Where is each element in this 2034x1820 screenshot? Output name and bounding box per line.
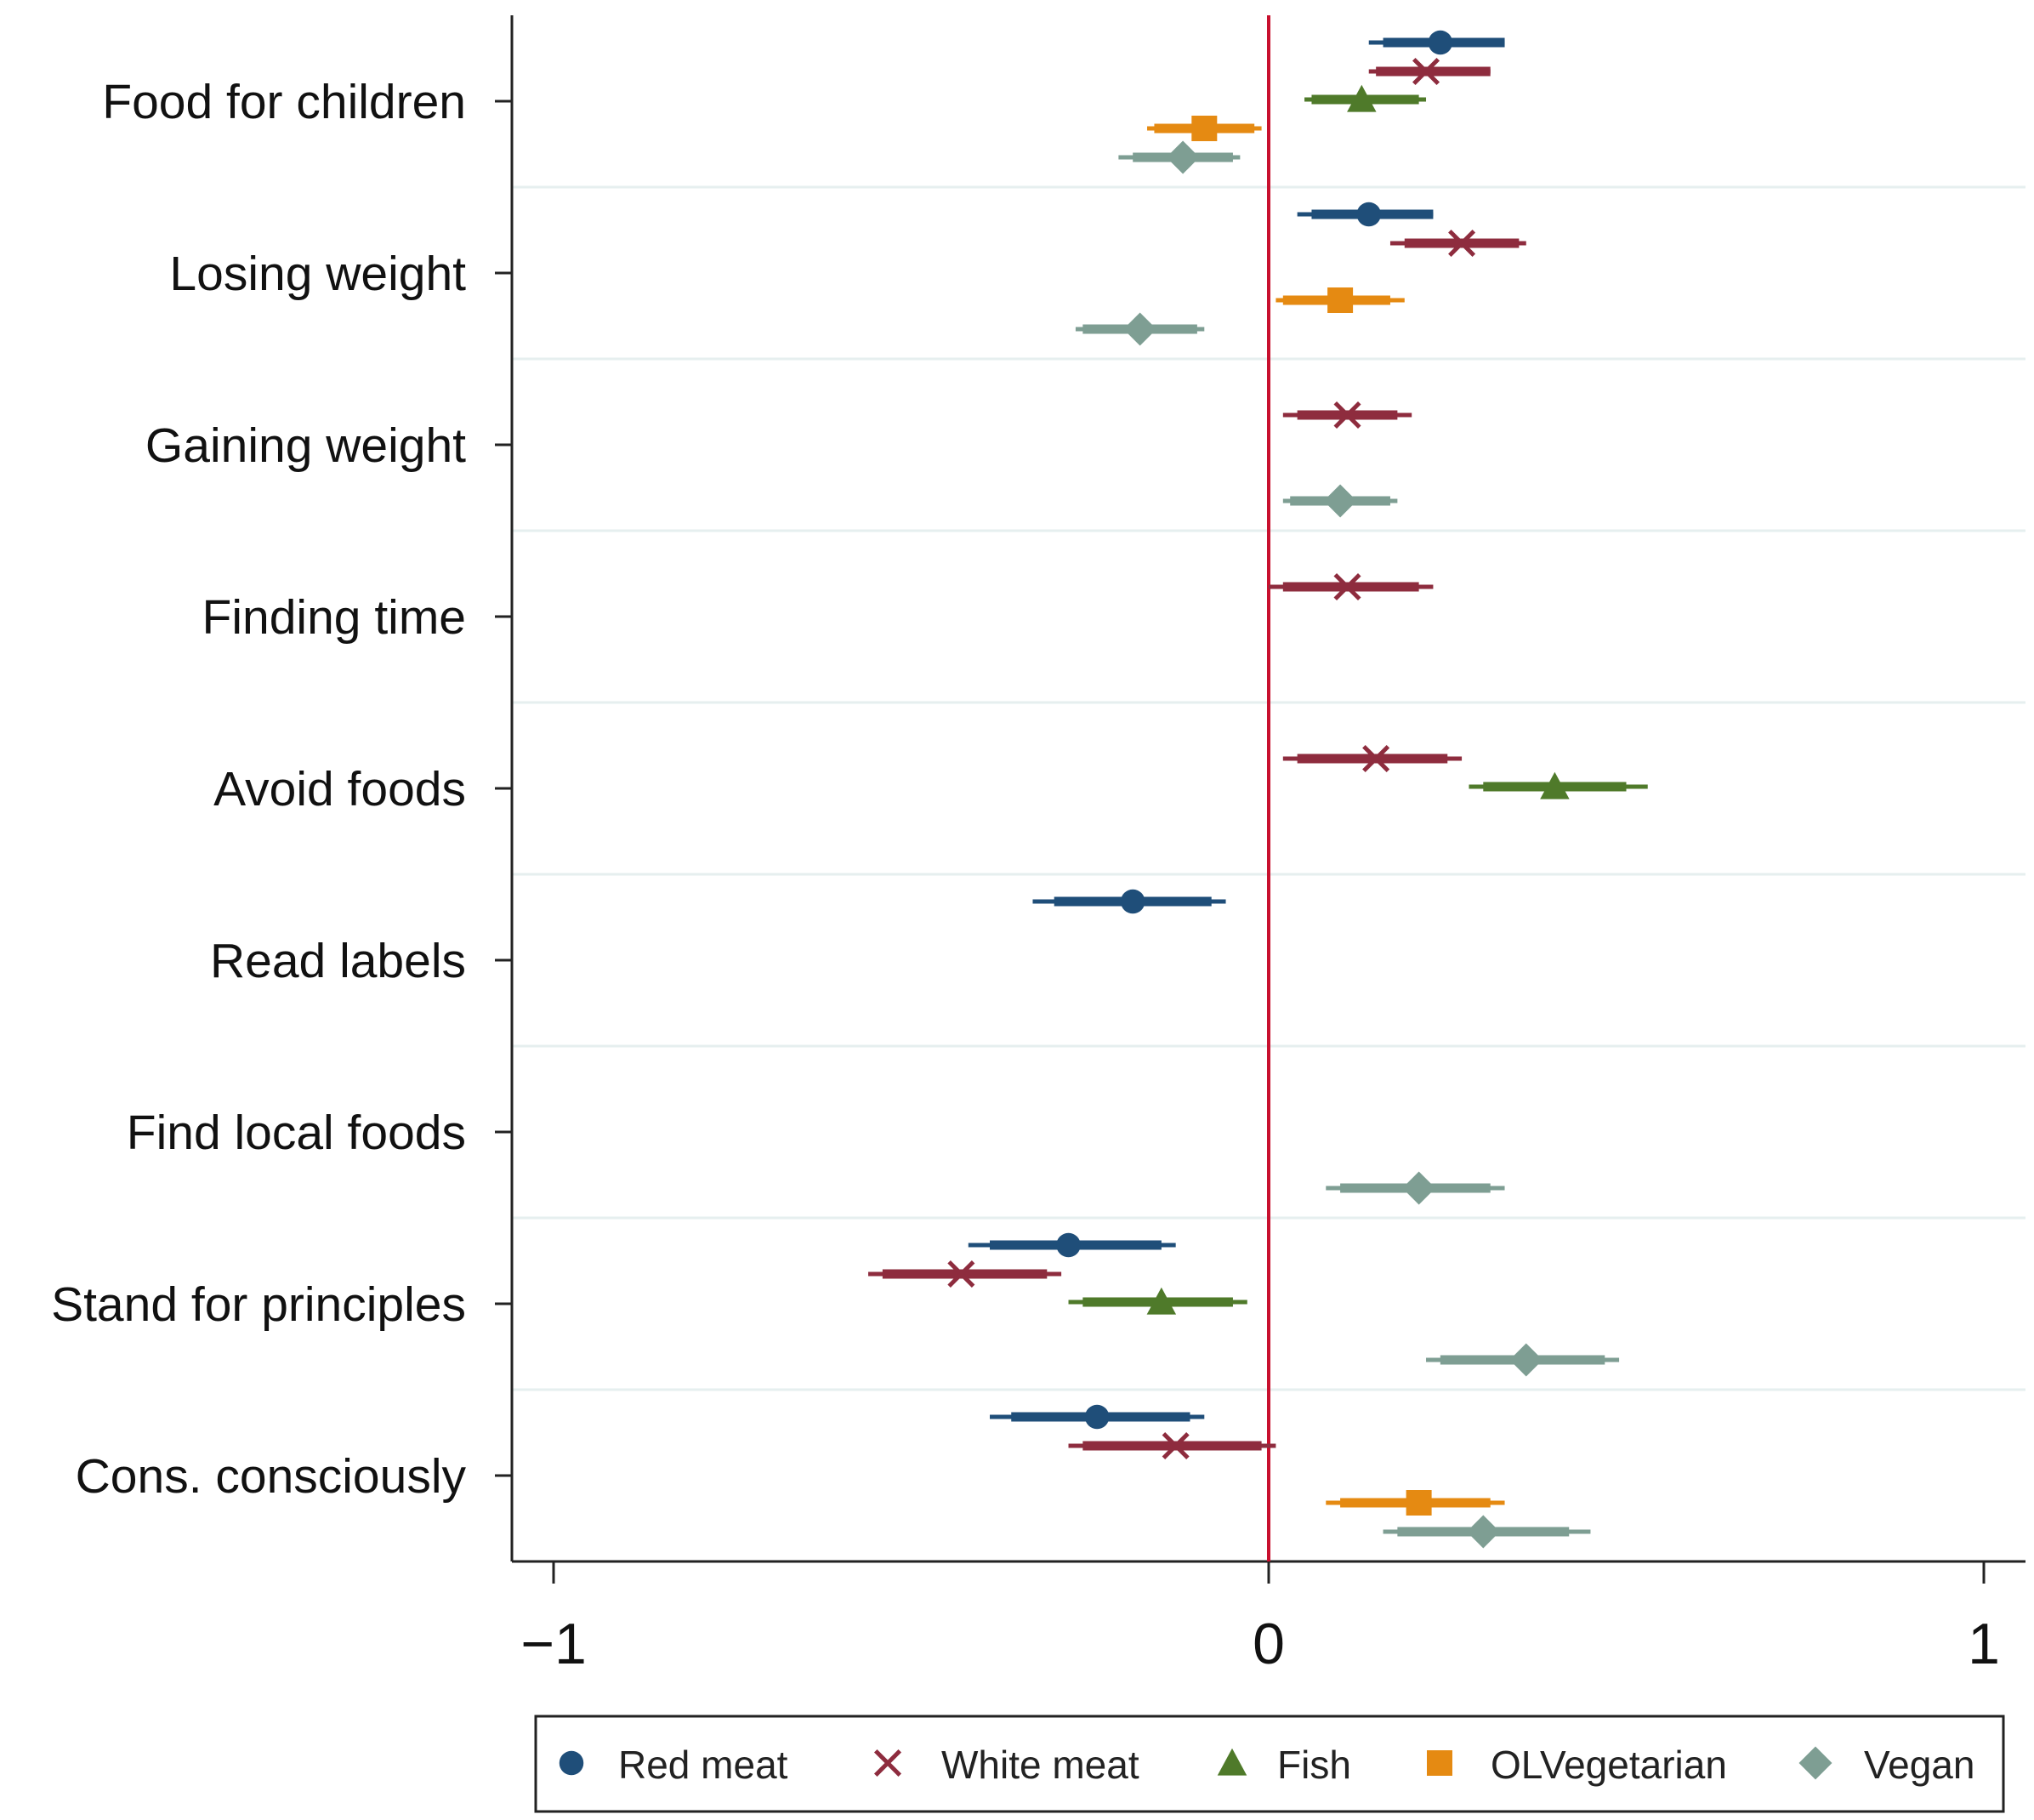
point-vegan-food-for-children (1166, 140, 1200, 174)
point-red-meat-read-labels (1120, 889, 1145, 914)
legend-marker-fish (1217, 1748, 1247, 1776)
point-red-meat-stand-for-principles (1056, 1232, 1081, 1258)
legend-label-red-meat: Red meat (618, 1743, 788, 1787)
category-label-stand-for-principles: Stand for principles (51, 1277, 466, 1332)
point-olvegetarian-losing-weight (1327, 287, 1354, 313)
x-stroke (1448, 229, 1476, 258)
point-vegan-find-local-foods (1402, 1171, 1436, 1205)
x-tick-label: 1 (1968, 1612, 2000, 1676)
point-red-meat-losing-weight (1356, 202, 1381, 227)
category-label-finding-time: Finding time (202, 590, 466, 645)
legend-marker-vegan (1798, 1746, 1832, 1780)
category-label-gaining-weight: Gaining weight (145, 418, 466, 473)
category-label-read-labels: Read labels (210, 934, 466, 988)
point-white-meat-gaining-weight (1333, 401, 1361, 429)
x-tick-label: −1 (520, 1612, 587, 1676)
series-olvegetarian (1147, 116, 1505, 1516)
x-stroke (873, 1749, 902, 1777)
point-red-meat-food-for-children (1428, 30, 1453, 55)
legend-marker-olvegetarian (1427, 1750, 1452, 1776)
axes: −1 0 1 (495, 15, 2025, 1676)
point-vegan-cons-consciously (1466, 1515, 1500, 1549)
point-white-meat-finding-time (1333, 572, 1361, 601)
point-vegan-stand-for-principles (1509, 1343, 1543, 1377)
legend-box (534, 1715, 2005, 1813)
x-tick-label: 0 (1253, 1612, 1285, 1676)
legend-marker-red-meat (559, 1750, 584, 1776)
x-stroke (947, 1260, 975, 1288)
series-white-meat (868, 57, 1526, 1460)
legend-label-vegan: Vegan (1864, 1743, 1974, 1787)
point-vegan-gaining-weight (1323, 484, 1357, 518)
x-stroke (1333, 572, 1361, 601)
series-vegan (1075, 140, 1620, 1549)
series-red-meat (968, 30, 1505, 1430)
legend-label-olvegetarian: OLVegetarian (1491, 1743, 1727, 1787)
legend-label-white-meat: White meat (941, 1743, 1139, 1787)
point-fish-stand-for-principles (1146, 1287, 1177, 1315)
x-stroke (1162, 1431, 1190, 1460)
legend-label-fish: Fish (1277, 1743, 1351, 1787)
category-label-food-for-children: Food for children (102, 75, 466, 129)
x-stroke (1333, 401, 1361, 429)
data-marks (868, 30, 1648, 1549)
point-vegan-losing-weight (1123, 312, 1157, 346)
category-label-cons-consciously: Cons. consciously (76, 1449, 467, 1504)
legend-marker-white-meat (873, 1749, 902, 1777)
point-olvegetarian-cons-consciously (1406, 1490, 1432, 1516)
category-label-losing-weight: Losing weight (169, 247, 466, 301)
category-label-find-local-foods: Find local foods (127, 1106, 466, 1160)
point-red-meat-cons-consciously (1084, 1404, 1110, 1430)
point-white-meat-stand-for-principles (947, 1260, 975, 1288)
point-fish-food-for-children (1347, 84, 1377, 112)
category-label-avoid-foods: Avoid foods (213, 762, 466, 816)
legend: Red meat White meat Fish OLVegetarian Vegan (534, 1715, 2005, 1813)
series-fish (1068, 84, 1648, 1315)
x-stroke (1412, 57, 1440, 86)
point-white-meat-food-for-children (1412, 57, 1440, 86)
point-white-meat-losing-weight (1448, 229, 1476, 258)
point-white-meat-cons-consciously (1162, 1431, 1190, 1460)
x-stroke (1362, 744, 1390, 773)
point-olvegetarian-food-for-children (1191, 116, 1218, 141)
point-white-meat-avoid-foods (1362, 744, 1390, 773)
category-labels: Food for children Losing weight Gaining we… (51, 75, 466, 1504)
point-fish-avoid-foods (1540, 771, 1570, 799)
